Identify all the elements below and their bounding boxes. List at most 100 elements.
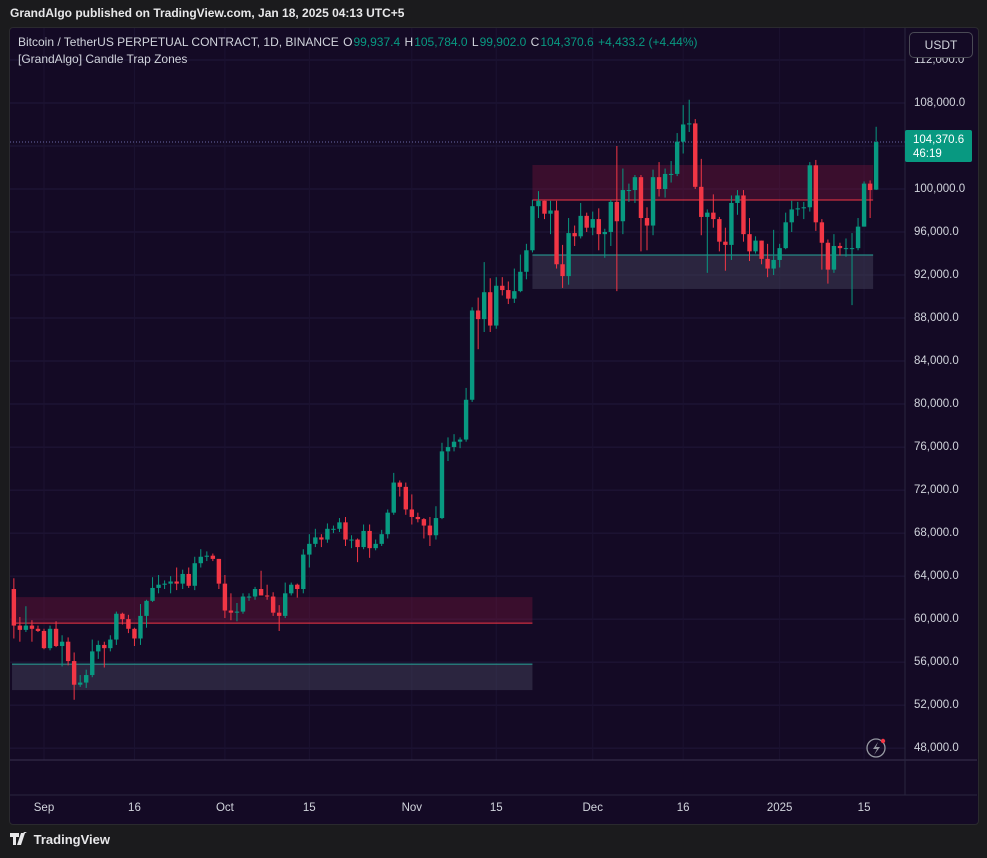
candle-body <box>35 628 41 631</box>
candle-body <box>494 285 499 326</box>
candle-body <box>614 201 620 222</box>
candle-body <box>192 563 197 586</box>
y-tick-label: 88,000.0 <box>914 312 959 324</box>
candle-body <box>584 215 589 228</box>
candle-body <box>747 234 752 252</box>
candle-body <box>578 215 583 237</box>
candle-body <box>216 558 222 584</box>
candle-body <box>620 190 626 222</box>
candle-body <box>632 177 638 191</box>
demand-zone <box>532 255 874 289</box>
candle-body <box>469 310 475 400</box>
alert-dot <box>880 738 886 744</box>
y-tick-label: 96,000.0 <box>914 226 959 238</box>
brand-name: TradingView <box>33 832 110 847</box>
candle-body <box>204 555 210 557</box>
candle-body <box>270 596 276 613</box>
plot <box>10 28 905 760</box>
candle-body <box>475 310 481 320</box>
candle-body <box>451 441 457 448</box>
candle-body <box>554 210 559 265</box>
candle-body <box>65 641 71 662</box>
candle-body <box>789 209 794 223</box>
candle-body <box>831 245 837 270</box>
alert-icon <box>866 738 886 758</box>
y-tick-label: 48,000.0 <box>914 742 959 754</box>
candle-body <box>246 596 252 598</box>
candle-body <box>560 264 565 277</box>
candle-body <box>150 587 155 601</box>
candle-body <box>439 451 445 519</box>
candle-body <box>861 183 867 227</box>
candle-body <box>608 201 614 232</box>
candle-body <box>295 584 300 590</box>
candle-body <box>753 240 758 252</box>
candle-body <box>276 612 282 616</box>
candle-body <box>59 641 65 647</box>
y-tick-label: 112,000.0 <box>914 54 964 66</box>
candle-body <box>361 530 366 548</box>
candle-body <box>650 177 656 226</box>
candle-body <box>258 589 264 596</box>
candle-body <box>71 661 77 685</box>
candle-body <box>463 399 469 440</box>
high-value: 105,784.0 <box>414 35 468 49</box>
candle-body <box>705 212 710 217</box>
y-tick-label: 68,000.0 <box>914 527 959 539</box>
candle-body <box>524 250 529 272</box>
candle-body <box>572 233 577 237</box>
candle-body <box>837 245 843 249</box>
candle-body <box>90 651 95 676</box>
candle-body <box>668 173 674 175</box>
x-tick-label: 15 <box>303 802 316 814</box>
candle-body <box>602 231 607 235</box>
candle-body <box>644 218 650 226</box>
demand-zone <box>12 664 533 691</box>
candle-body <box>843 248 849 250</box>
candle-body <box>427 525 433 536</box>
candle-body <box>548 210 553 214</box>
candle-body <box>512 291 517 299</box>
candle-body <box>144 600 149 616</box>
chart-frame <box>9 27 979 825</box>
candle-body <box>102 644 107 649</box>
candle-body <box>566 233 571 277</box>
candle-body <box>289 584 294 594</box>
candle-body <box>626 190 632 192</box>
candle-body <box>77 682 83 685</box>
candle-body <box>355 539 360 548</box>
countdown-label: 46:19 <box>913 148 942 160</box>
candle-body <box>765 258 770 269</box>
candle-body <box>162 583 167 585</box>
x-tick-label: 2025 <box>767 802 793 814</box>
candle-body <box>680 124 686 142</box>
candle-body <box>156 584 161 588</box>
symbol: Bitcoin / TetherUS PERPETUAL CONTRACT, 1… <box>18 35 339 49</box>
candle-body <box>530 206 535 251</box>
candle-body <box>674 141 680 174</box>
low-key: L <box>471 35 479 49</box>
candle-body <box>699 186 704 217</box>
candle-body <box>349 539 354 541</box>
candle-body <box>283 593 288 616</box>
candle-body <box>445 447 451 452</box>
candle-body <box>180 573 185 584</box>
candle-body <box>174 581 179 584</box>
candle-body <box>96 644 101 652</box>
candle-body <box>264 595 270 597</box>
candle-body <box>331 528 336 530</box>
x-tick-label: 15 <box>490 802 503 814</box>
candle-body <box>415 516 421 520</box>
x-tick-label: 16 <box>128 802 141 814</box>
candle-body <box>409 509 415 517</box>
candle-body <box>301 554 306 590</box>
candle-body <box>711 212 716 220</box>
currency-button[interactable]: USDT <box>909 32 973 58</box>
candle-body <box>687 123 692 125</box>
candle-body <box>741 195 746 235</box>
candle-body <box>638 177 644 219</box>
candle-body <box>873 141 879 190</box>
candle-body <box>729 202 734 245</box>
y-tick-label: 72,000.0 <box>914 484 959 496</box>
